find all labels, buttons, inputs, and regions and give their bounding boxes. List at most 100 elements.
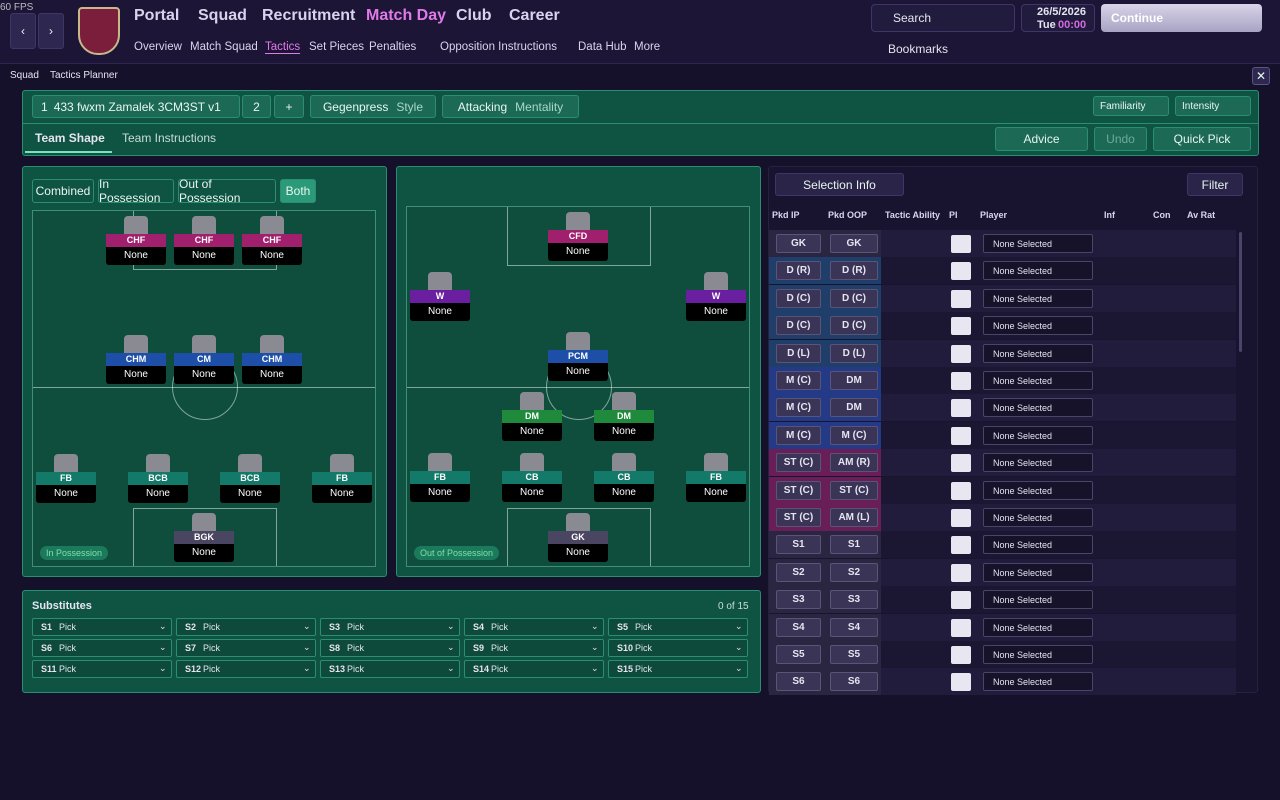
player-name[interactable]: None <box>106 247 166 265</box>
familiarity[interactable]: Familiarity <box>1093 96 1169 116</box>
player-select[interactable]: None Selected <box>983 562 1093 582</box>
pos-oop[interactable]: S3 <box>830 590 878 610</box>
pos-ip[interactable]: S1 <box>776 535 821 555</box>
sub-slot[interactable]: S9 Pick ⌄ <box>464 639 604 657</box>
player-name[interactable]: None <box>174 544 234 562</box>
intensity[interactable]: Intensity <box>1175 96 1251 116</box>
pos-ip[interactable]: ST (C) <box>776 453 821 473</box>
pos-ip[interactable]: S5 <box>776 645 821 664</box>
player-select[interactable]: None Selected <box>983 535 1093 555</box>
tab[interactable]: Team Instructions <box>122 131 217 145</box>
continue[interactable]: Continue <box>1101 4 1262 32</box>
view-filter[interactable]: In Possession <box>98 177 174 205</box>
back[interactable]: ‹ <box>10 13 36 49</box>
pos-ip[interactable]: S2 <box>776 562 821 582</box>
sub-slot[interactable]: S7 Pick ⌄ <box>176 639 316 657</box>
player-select[interactable]: None Selected <box>983 261 1093 281</box>
player-select[interactable]: None Selected <box>983 672 1093 692</box>
pi-button[interactable] <box>951 646 971 664</box>
pi-button[interactable] <box>951 591 971 610</box>
subnav-item[interactable]: Match Squad <box>190 41 258 53</box>
pos-oop[interactable]: S2 <box>830 562 878 582</box>
player-name[interactable]: None <box>410 484 470 502</box>
player-select[interactable]: None Selected <box>983 480 1093 500</box>
close[interactable]: ✕ <box>1252 67 1270 85</box>
pi-button[interactable] <box>951 563 971 582</box>
pos-oop[interactable]: M (C) <box>830 425 878 445</box>
player-select[interactable]: None Selected <box>983 371 1093 390</box>
slot-2[interactable]: 2 <box>242 95 271 118</box>
subnav-item[interactable]: Penalties <box>369 41 417 53</box>
pos-oop[interactable]: D (R) <box>830 261 878 281</box>
player-select[interactable]: None Selected <box>983 316 1093 336</box>
pos-oop[interactable]: S1 <box>830 535 878 555</box>
player-select[interactable]: None Selected <box>983 617 1093 637</box>
pos-oop[interactable]: S4 <box>830 617 878 637</box>
pos-oop[interactable]: D (C) <box>830 316 878 336</box>
add[interactable]: + <box>274 95 304 118</box>
pi-button[interactable] <box>951 317 971 336</box>
selection-info[interactable]: Selection Info <box>775 173 904 196</box>
player-name[interactable]: None <box>686 303 746 321</box>
nav-item[interactable]: Squad <box>198 7 247 24</box>
pi-button[interactable] <box>951 344 971 363</box>
player-select[interactable]: None Selected <box>983 453 1093 473</box>
view-filter[interactable]: Combined <box>32 179 94 203</box>
player-select[interactable]: None Selected <box>983 590 1093 610</box>
pos-ip[interactable]: S4 <box>776 617 821 637</box>
advice[interactable]: Advice <box>995 127 1088 151</box>
pos-oop[interactable]: D (C) <box>830 288 878 308</box>
subnav-item[interactable]: Tactics <box>265 41 301 54</box>
club-badge[interactable] <box>78 7 120 55</box>
nav-item[interactable]: Match Day <box>366 7 447 24</box>
pi-button[interactable] <box>951 481 971 500</box>
pi-button[interactable] <box>951 399 971 418</box>
bookmarks[interactable]: Bookmarks <box>888 42 949 56</box>
sub-slot[interactable]: S10 Pick ⌄ <box>608 639 748 657</box>
tactic-select[interactable]: 1 433 fwxm Zamalek 3CM3ST v1 <box>32 95 240 118</box>
breadcrumb-1[interactable]: Squad <box>10 70 39 81</box>
player-name[interactable]: None <box>548 363 608 381</box>
pos-oop[interactable]: D (L) <box>830 343 878 363</box>
nav-item[interactable]: Recruitment <box>262 7 356 24</box>
player-select[interactable]: None Selected <box>983 288 1093 308</box>
sub-slot[interactable]: S4 Pick ⌄ <box>464 618 604 636</box>
pos-oop[interactable]: GK <box>830 234 878 253</box>
filter[interactable]: Filter <box>1187 173 1243 196</box>
subnav-item[interactable]: Data Hub <box>578 41 627 53</box>
nav-item[interactable]: Club <box>456 7 492 24</box>
player-name[interactable]: None <box>548 243 608 261</box>
player-select[interactable]: None Selected <box>983 425 1093 445</box>
pos-ip[interactable]: ST (C) <box>776 508 821 527</box>
undo[interactable]: Undo <box>1094 127 1147 151</box>
pos-ip[interactable]: D (L) <box>776 343 821 363</box>
pos-ip[interactable]: D (C) <box>776 316 821 336</box>
tab-active[interactable]: Team Shape <box>35 131 105 145</box>
sub-slot[interactable]: S14 Pick ⌄ <box>464 660 604 678</box>
player-select[interactable]: None Selected <box>983 645 1093 664</box>
player-name[interactable]: None <box>106 366 166 384</box>
view-filter[interactable]: Out of Possession <box>178 177 276 205</box>
mentality[interactable]: Attacking Mentality <box>442 95 579 118</box>
pos-ip[interactable]: GK <box>776 234 821 253</box>
player-name[interactable]: None <box>128 485 188 503</box>
pi-button[interactable] <box>951 262 971 281</box>
sub-slot[interactable]: S12 Pick ⌄ <box>176 660 316 678</box>
sub-slot[interactable]: S11 Pick ⌄ <box>32 660 172 678</box>
pos-oop[interactable]: AM (L) <box>830 508 878 527</box>
sub-slot[interactable]: S13 Pick ⌄ <box>320 660 460 678</box>
sub-slot[interactable]: S1 Pick ⌄ <box>32 618 172 636</box>
pos-oop[interactable]: ST (C) <box>830 480 878 500</box>
pos-oop[interactable]: DM <box>830 398 878 418</box>
player-name[interactable]: None <box>548 544 608 562</box>
pos-oop[interactable]: S5 <box>830 645 878 664</box>
search[interactable]: Search <box>893 11 932 25</box>
player-name[interactable]: None <box>36 485 96 503</box>
player-select[interactable]: None Selected <box>983 508 1093 527</box>
forward[interactable]: › <box>38 13 64 49</box>
style[interactable]: Gegenpress Style <box>310 95 436 118</box>
pi-button[interactable] <box>951 509 971 527</box>
pos-ip[interactable]: D (C) <box>776 288 821 308</box>
pi-button[interactable] <box>951 372 971 390</box>
subnav-item[interactable]: Opposition Instructions <box>440 41 557 53</box>
